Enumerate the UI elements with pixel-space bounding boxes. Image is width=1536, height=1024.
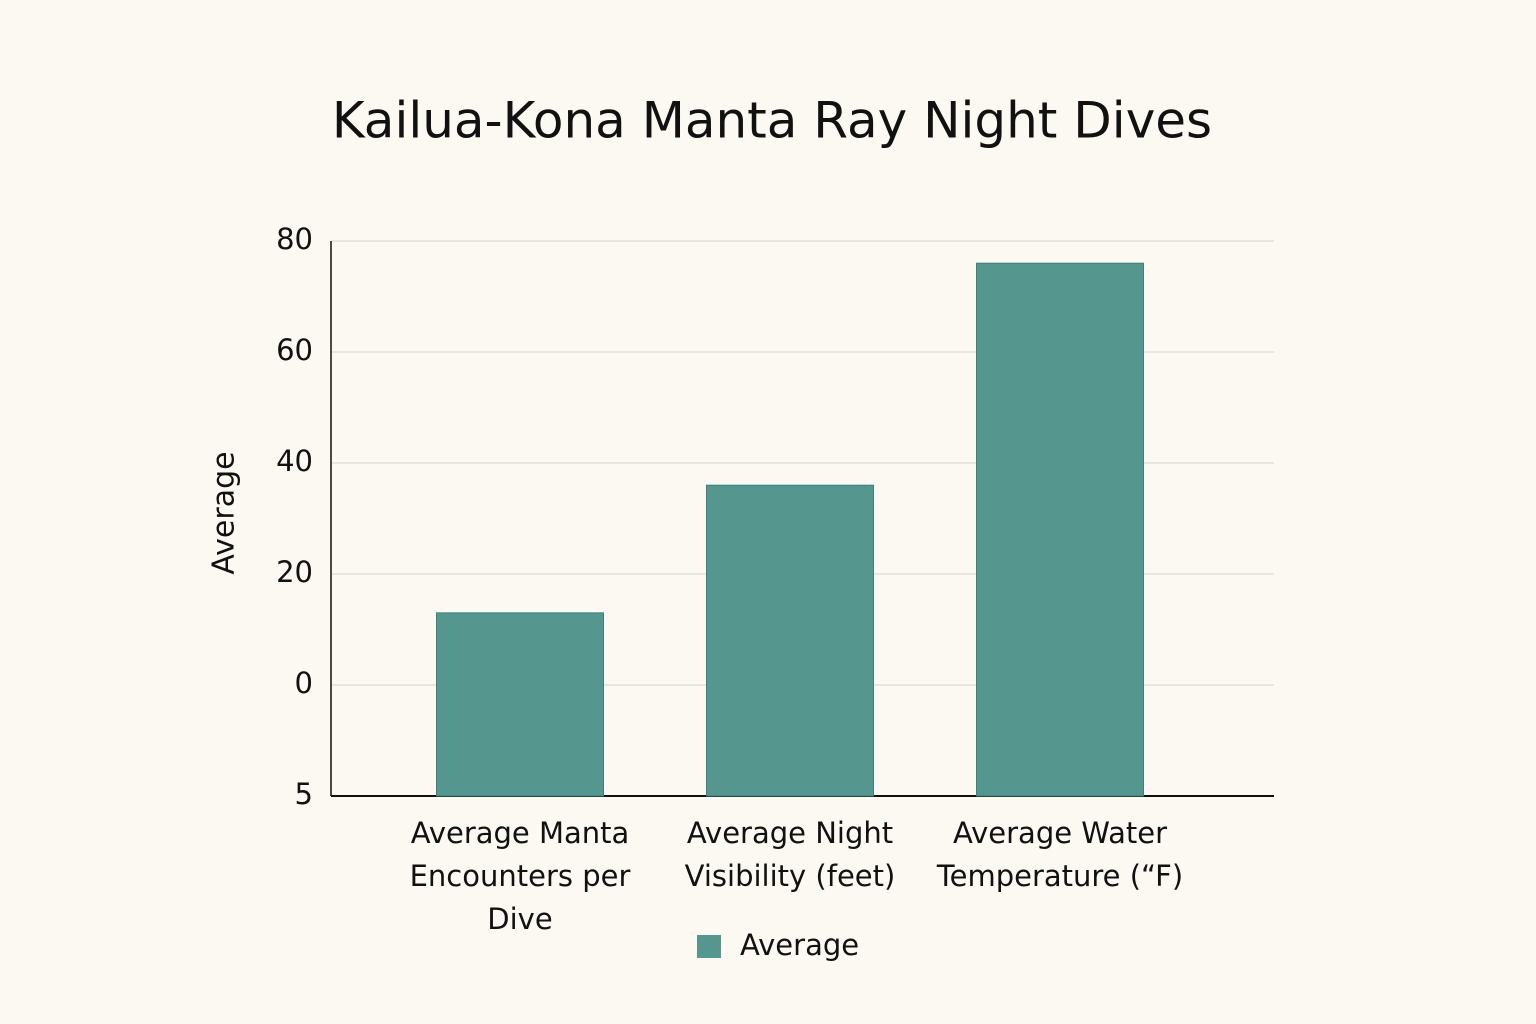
bar — [976, 262, 1144, 797]
y-tick-label: 0 — [295, 666, 313, 700]
y-tick-label: 5 — [295, 777, 313, 811]
y-axis-label: Average — [207, 451, 242, 574]
x-tick-label: Average Manta Encounters per Dive — [409, 816, 631, 936]
chart-title: Kailua-Kona Manta Ray Night Dives — [332, 92, 1212, 150]
bar — [706, 484, 874, 797]
y-tick-label: 20 — [276, 555, 313, 589]
x-tick-label: Average Water Temperature (“F) — [936, 816, 1184, 893]
legend-swatch — [697, 935, 721, 958]
y-tick-label: 40 — [276, 444, 313, 478]
y-tick-label: 80 — [276, 222, 313, 256]
bar — [436, 612, 604, 797]
y-tick-label: 60 — [276, 333, 313, 367]
x-tick-label: Average Night Visibility (feet) — [684, 816, 896, 893]
legend-label: Average — [740, 928, 859, 962]
